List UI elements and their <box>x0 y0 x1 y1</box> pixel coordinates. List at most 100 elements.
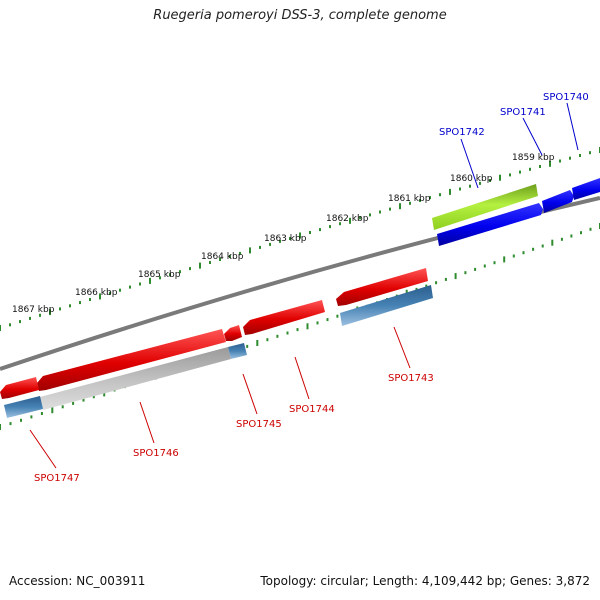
kbp-minor-tick <box>89 298 91 301</box>
kbp-minor-tick <box>522 251 525 255</box>
kbp-major-tick <box>499 174 501 181</box>
leader-line-spo1746 <box>139 401 155 444</box>
gene-spo1742-arrow[interactable] <box>437 203 543 246</box>
kbp-minor-tick <box>159 276 161 280</box>
kbp-minor-tick <box>359 216 361 220</box>
kbp-minor-tick <box>69 304 71 308</box>
kbp-minor-tick <box>339 222 341 226</box>
kbp-minor-tick <box>435 281 438 285</box>
kbp-minor-tick <box>479 181 481 185</box>
kbp-minor-tick <box>425 284 428 288</box>
kbp-minor-tick <box>40 412 43 415</box>
kbp-minor-tick <box>129 285 131 289</box>
kbp-minor-tick <box>189 267 191 271</box>
gene-spo1741-arrow[interactable] <box>542 190 574 213</box>
gene-spo1746-arrow[interactable] <box>37 329 226 391</box>
kbp-minor-tick <box>209 261 211 264</box>
kbp-label: 1865 kbp <box>138 270 181 280</box>
gene-spo1745-arrow[interactable] <box>224 325 242 341</box>
kbp-major-tick <box>199 262 201 269</box>
kbp-minor-tick <box>439 193 441 197</box>
kbp-minor-tick <box>246 344 249 348</box>
reverse-strand-genes <box>0 268 433 418</box>
kbp-minor-tick <box>119 288 121 292</box>
gene-label-spo1746[interactable]: SPO1746 <box>133 448 179 459</box>
kbp-minor-tick <box>483 264 486 268</box>
kbp-major-tick <box>306 323 309 330</box>
kbp-minor-tick <box>539 165 541 168</box>
kbp-major-tick <box>149 277 151 284</box>
kbp-minor-tick <box>379 210 381 214</box>
gene-spo1745-feature[interactable] <box>228 343 247 359</box>
kbp-minor-tick <box>20 418 22 422</box>
kbp-minor-tick <box>59 307 61 311</box>
kbp-label: 1859 kbp <box>512 153 555 163</box>
gene-label-spo1743[interactable]: SPO1743 <box>388 373 434 384</box>
kbp-minor-tick <box>579 154 581 157</box>
gene-label-spo1744[interactable]: SPO1744 <box>289 404 335 415</box>
kbp-label: 1861 kbp <box>388 194 431 204</box>
kbp-label: 1866 kbp <box>75 288 118 298</box>
genome-summary-text: Topology: circular; Length: 4,109,442 bp… <box>260 574 590 588</box>
leader-line-spo1745 <box>242 373 258 415</box>
gene-spo1747-feature[interactable] <box>4 396 43 418</box>
kbp-minor-tick <box>580 231 582 235</box>
gene-label-spo1740[interactable]: SPO1740 <box>543 92 589 103</box>
kbp-minor-tick <box>429 196 431 200</box>
gene-label-spo1742[interactable]: SPO1742 <box>439 127 485 138</box>
kbp-minor-tick <box>61 405 64 409</box>
kbp-minor-tick <box>276 334 279 338</box>
kbp-minor-tick <box>589 227 592 231</box>
kbp-minor-tick <box>459 187 461 191</box>
kbp-minor-tick <box>179 270 181 274</box>
leader-line-spo1744 <box>294 356 310 400</box>
kbp-minor-tick <box>30 415 33 419</box>
kbp-minor-tick <box>389 207 391 211</box>
kbp-minor-tick <box>512 254 515 258</box>
kbp-minor-tick <box>266 338 269 342</box>
kbp-minor-tick <box>569 156 571 160</box>
gene-label-spo1747[interactable]: SPO1747 <box>34 473 80 484</box>
kbp-major-tick <box>454 273 457 280</box>
kbp-major-tick <box>103 390 106 397</box>
gene-spo1746-feature[interactable] <box>40 347 231 410</box>
kbp-minor-tick <box>409 201 411 205</box>
kbp-minor-tick <box>29 316 31 320</box>
kbp-major-tick <box>0 325 1 331</box>
gene-spo1740-arrow[interactable] <box>572 178 600 200</box>
leader-line-spo1747 <box>29 429 57 469</box>
leader-line-spo1743 <box>393 326 411 369</box>
kbp-minor-tick <box>319 228 321 232</box>
kbp-scale-labels: 1867 kbp 1866 kbp 1865 kbp 1864 kbp 1863… <box>12 153 555 315</box>
kbp-minor-tick <box>493 261 496 265</box>
gene-spo1743-feature[interactable] <box>340 285 433 326</box>
kbp-major-tick <box>0 424 1 430</box>
kbp-minor-tick <box>82 398 85 402</box>
kbp-major-tick <box>256 340 259 346</box>
kbp-major-tick <box>249 247 251 254</box>
gene-spo1747-arrow[interactable] <box>0 377 39 399</box>
gene-spo1744-arrow[interactable] <box>243 300 325 335</box>
kbp-major-tick <box>51 407 54 414</box>
kbp-minor-tick <box>489 179 491 182</box>
kbp-minor-tick <box>289 237 291 240</box>
gene-labels: SPO1742 SPO1741 SPO1740 SPO1743 SPO1744 … <box>34 92 589 484</box>
leader-line-spo1741 <box>522 117 543 156</box>
highlight-feature[interactable] <box>432 184 538 230</box>
kbp-minor-tick <box>415 287 418 291</box>
gene-spo1743-arrow[interactable] <box>336 268 428 306</box>
kbp-minor-tick <box>309 231 311 234</box>
kbp-minor-tick <box>464 271 467 275</box>
kbp-major-tick <box>99 293 101 300</box>
kbp-label: 1862 kbp <box>326 214 369 224</box>
kbp-minor-tick <box>286 331 289 335</box>
kbp-minor-tick <box>219 258 221 261</box>
kbp-major-tick <box>503 256 506 263</box>
gene-label-spo1741[interactable]: SPO1741 <box>500 107 546 118</box>
kbp-minor-tick <box>474 267 477 271</box>
gene-label-spo1745[interactable]: SPO1745 <box>236 419 282 430</box>
kbp-minor-tick <box>72 401 75 405</box>
kbp-major-tick <box>449 188 451 195</box>
kbp-label: 1867 kbp <box>12 305 55 315</box>
